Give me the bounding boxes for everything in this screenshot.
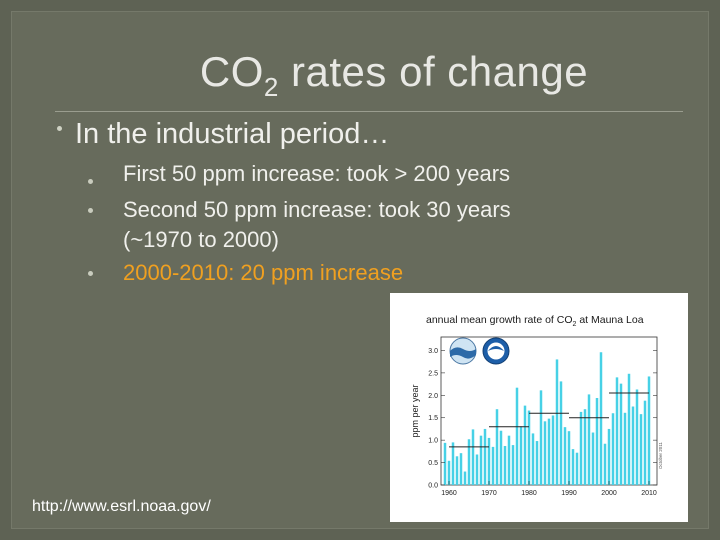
chart-bar: [551, 415, 555, 485]
chart-bar: [475, 454, 479, 485]
chart-image: annual mean growth rate of CO2 at Mauna …: [390, 293, 688, 522]
y-tick-label: 0.0: [428, 483, 438, 490]
chart-bar: [635, 389, 639, 485]
chart-bar: [639, 414, 643, 485]
x-tick-label: 1990: [561, 490, 577, 497]
chart-date-stamp: October 2011: [658, 442, 663, 469]
sub-bullet-2-continued: (~1970 to 2000): [123, 227, 279, 252]
sub-bullet-icon: [88, 271, 93, 276]
title-co: CO: [199, 48, 264, 95]
chart-bar: [499, 430, 503, 485]
bars-layer: [443, 352, 651, 485]
chart-bar: [575, 452, 579, 485]
source-link[interactable]: http://www.esrl.noaa.gov/: [32, 498, 211, 515]
chart-bar: [647, 376, 651, 485]
chart-title: annual mean growth rate of CO2 at Mauna …: [426, 314, 644, 328]
title-rest: rates of change: [278, 48, 589, 95]
chart-bar: [455, 456, 459, 485]
chart-bar: [519, 426, 523, 485]
y-axis-ticks: 0.0 0.5 1.0 1.5 2.0 2.5 3.0: [428, 348, 657, 490]
growth-rate-chart: annual mean growth rate of CO2 at Mauna …: [410, 314, 663, 497]
y-tick-label: 0.5: [428, 460, 438, 467]
chart-bar: [451, 442, 455, 485]
sub-bullet-3: 2000-2010: 20 ppm increase: [123, 260, 404, 285]
chart-bar: [591, 432, 595, 485]
y-tick-label: 1.0: [428, 438, 438, 445]
chart-bar: [479, 435, 483, 485]
sub-bullet-2: Second 50 ppm increase: took 30 years: [123, 197, 511, 222]
chart-bar: [603, 443, 607, 485]
chart-bar: [495, 409, 499, 485]
chart-bar: [547, 418, 551, 485]
chart-bar: [483, 428, 487, 485]
chart-bar: [507, 435, 511, 485]
chart-bar: [595, 397, 599, 485]
chart-bar: [571, 449, 575, 485]
chart-bar: [443, 442, 447, 485]
chart-bar: [535, 441, 539, 485]
x-tick-label: 1960: [441, 490, 457, 497]
x-tick-label: 2000: [601, 490, 617, 497]
chart-bar: [487, 437, 491, 485]
sub-bullet-icon: [88, 208, 93, 213]
slide-title: CO2 rates of change: [0, 48, 720, 103]
main-bullet: In the industrial period…: [75, 118, 390, 150]
chart-bar: [491, 446, 495, 485]
chart-bar: [471, 429, 475, 485]
chart-bar: [599, 352, 603, 485]
chart-bar: [631, 406, 635, 485]
chart-bar: [515, 387, 519, 485]
chart-bar: [523, 405, 527, 485]
chart-bar: [623, 412, 627, 485]
chart-bar: [555, 359, 559, 485]
y-tick-label: 3.0: [428, 348, 438, 355]
chart-bar: [467, 439, 471, 485]
chart-bar: [531, 433, 535, 485]
chart-bar: [567, 431, 571, 485]
x-tick-label: 2010: [641, 490, 657, 497]
decade-means-layer: [449, 392, 649, 448]
chart-bar: [587, 394, 591, 485]
title-subscript: 2: [263, 72, 279, 102]
sub-bullet-icon: [88, 179, 93, 184]
chart-bar: [563, 427, 567, 485]
y-tick-label: 2.5: [428, 370, 438, 377]
y-tick-label: 1.5: [428, 415, 438, 422]
noaa-esrl-logo: [449, 337, 510, 365]
chart-bar: [539, 390, 543, 485]
chart-bar: [503, 445, 507, 485]
x-tick-label: 1980: [521, 490, 537, 497]
chart-bar: [463, 471, 467, 485]
x-tick-label: 1970: [481, 490, 497, 497]
chart-bar: [627, 373, 631, 485]
chart-bar: [579, 411, 583, 485]
bullet-icon: [57, 126, 62, 131]
chart-bar: [543, 421, 547, 485]
chart-bar: [615, 377, 619, 485]
chart-bar: [607, 428, 611, 485]
chart-bar: [559, 381, 563, 485]
chart-bar: [511, 445, 515, 485]
y-tick-label: 2.0: [428, 393, 438, 400]
chart-bar: [619, 383, 623, 485]
sub-bullet-1: First 50 ppm increase: took > 200 years: [123, 161, 511, 186]
title-divider: [55, 111, 683, 112]
x-axis-ticks: 1960 1970 1980 1990 2000 2010: [441, 481, 657, 497]
chart-bar: [527, 410, 531, 485]
chart-bar: [447, 460, 451, 485]
chart-bar: [583, 409, 587, 485]
y-axis-label: ppm per year: [410, 384, 420, 437]
chart-bar: [643, 400, 647, 485]
chart-bar: [459, 453, 463, 485]
chart-bar: [611, 413, 615, 485]
